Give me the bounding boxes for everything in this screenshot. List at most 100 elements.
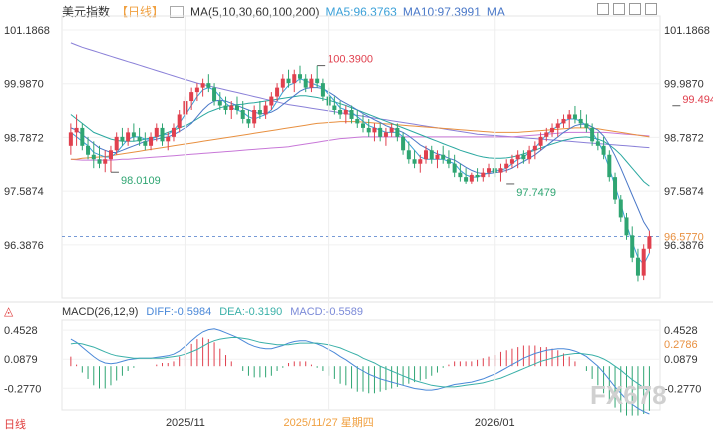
candle-body [595, 141, 600, 146]
candle-body [217, 101, 222, 106]
candle-body [481, 172, 486, 178]
price-tick-left: 96.3876 [4, 240, 44, 252]
candle-body [229, 105, 234, 110]
candle-body [86, 145, 91, 155]
candle-body [366, 127, 371, 133]
candle-body [252, 110, 257, 124]
layout-2-icon[interactable] [613, 3, 625, 15]
candle-body [487, 168, 492, 173]
candle-body [177, 114, 182, 128]
candle-body [647, 236, 652, 249]
candle-body [446, 159, 451, 164]
candle-body [630, 235, 635, 258]
ma-label: MA(5,10,30,60,100,200) [190, 4, 320, 19]
layout-3-icon[interactable] [629, 3, 641, 15]
candle-body [91, 154, 96, 160]
price-tick-right: 96.3876 [664, 240, 704, 252]
macd-title: MACD(26,12,9) [62, 306, 139, 318]
candle-body [544, 132, 549, 137]
macd-diff-line [70, 328, 650, 415]
candle-body [349, 110, 354, 119]
candle-body [194, 87, 199, 93]
price-frame [61, 15, 661, 299]
candle-body [80, 127, 85, 146]
candle-body [515, 154, 520, 160]
candle-body [458, 172, 463, 178]
candle-body [395, 127, 400, 137]
candle-body [355, 118, 360, 124]
layout-1-icon[interactable] [597, 3, 609, 15]
candle-body [406, 150, 411, 160]
candle-body [292, 74, 297, 84]
candle-body [137, 136, 142, 142]
candle-body [309, 78, 314, 88]
annotation-label: 98.0109 [121, 175, 161, 187]
candle-body [149, 136, 154, 146]
ma-settings-icon[interactable] [170, 5, 185, 18]
macd-tick-left: 0.4528 [4, 325, 38, 337]
candle-body [509, 159, 514, 164]
annotation-label: 97.7479 [516, 187, 556, 199]
candle-body [532, 145, 537, 151]
candle-body [257, 110, 262, 115]
macd-header: MACD(26,12,9) DIFF:-0.5984 DEA:-0.3190 M… [62, 306, 363, 318]
candle-body [343, 110, 348, 115]
macd-macd-value: MACD:-0.5589 [290, 306, 363, 318]
x-axis-label: 2025/11 [166, 417, 205, 429]
candle-body [401, 136, 406, 151]
candle-body [246, 118, 251, 124]
candle-body [303, 78, 308, 88]
candle-body [498, 168, 503, 173]
candle-body [590, 127, 595, 142]
ma100-line [70, 131, 650, 161]
candle-body [234, 105, 239, 110]
candle-body [68, 132, 73, 146]
macd-dea-marker: 0.2786 [664, 339, 698, 351]
period-mode[interactable]: 日线 [4, 419, 26, 431]
candle-body [332, 105, 337, 110]
candle-body [263, 105, 268, 115]
macd-tick-right: -0.2770 [664, 383, 701, 395]
candle-body [418, 159, 423, 164]
candle-body [320, 83, 325, 97]
ma30-line [70, 95, 650, 187]
candle-body [601, 145, 606, 155]
candle-body [154, 127, 159, 137]
candle-body [143, 141, 148, 146]
x-axis-label: 2025/11/27 星期四 [283, 416, 373, 429]
ma5-value: MA5:96.3763 [325, 4, 397, 19]
candle-body [74, 127, 79, 133]
macd-tick-left: -0.2770 [4, 383, 41, 395]
ma10-line [70, 87, 650, 232]
layout-4-icon[interactable] [645, 3, 657, 15]
candle-body [97, 159, 102, 164]
price-tick-right: 97.5874 [664, 186, 704, 198]
chart-toolbar [597, 3, 657, 15]
candle-body [555, 123, 560, 128]
macd-diff-value: DIFF:-0.5984 [146, 306, 212, 318]
macd-frame [61, 319, 661, 411]
candle-body [269, 96, 274, 106]
candle-body [475, 174, 480, 178]
macd-dea-line [70, 337, 650, 393]
candle-body [607, 154, 612, 178]
candle-body [120, 136, 125, 142]
candle-body [624, 217, 629, 236]
candle-body [126, 132, 131, 142]
candle-body [114, 136, 119, 151]
candle-body [200, 83, 205, 88]
candle-body [613, 177, 618, 200]
candle-body [567, 114, 572, 119]
candle-body [641, 248, 646, 276]
candle-body [360, 123, 366, 128]
signal-icon[interactable]: ◬ [4, 304, 14, 318]
macd-tick-right: 0.0879 [664, 354, 698, 366]
candle-body [424, 150, 429, 160]
candle-body [131, 132, 136, 137]
candle-body [464, 177, 469, 182]
candle-body [469, 174, 474, 182]
price-tick-left: 99.9870 [4, 79, 44, 91]
candle-body [378, 127, 383, 137]
